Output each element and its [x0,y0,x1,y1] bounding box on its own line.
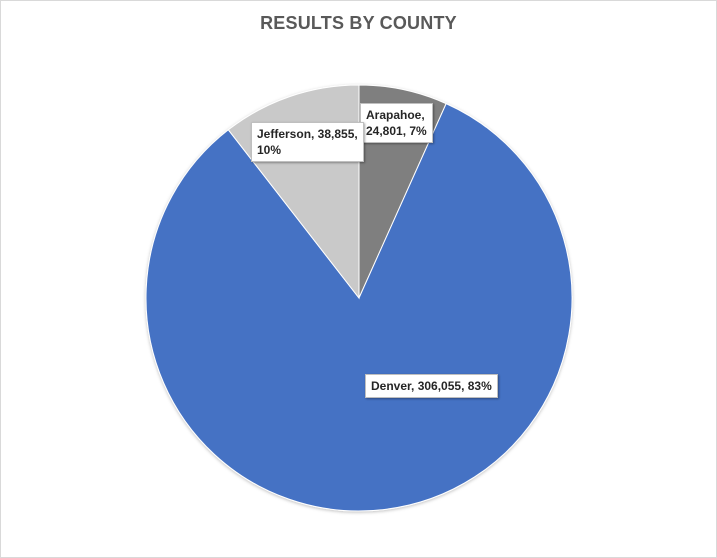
chart-title: RESULTS BY COUNTY [260,13,457,33]
data-label-line: Arapahoe, [366,108,425,122]
data-label-arapahoe: Arapahoe, 24,801, 7% [360,103,433,143]
pie-slice-denver [145,102,573,512]
data-label-denver: Denver, 306,055, 83% [365,374,498,398]
data-label-line: Denver, 306,055, 83% [371,379,492,393]
data-label-line: Jefferson, 38,855, [257,127,358,141]
data-label-jefferson: Jefferson, 38,855, 10% [251,122,364,162]
data-label-line: 10% [257,143,282,157]
data-label-line: 24,801, 7% [366,124,427,138]
